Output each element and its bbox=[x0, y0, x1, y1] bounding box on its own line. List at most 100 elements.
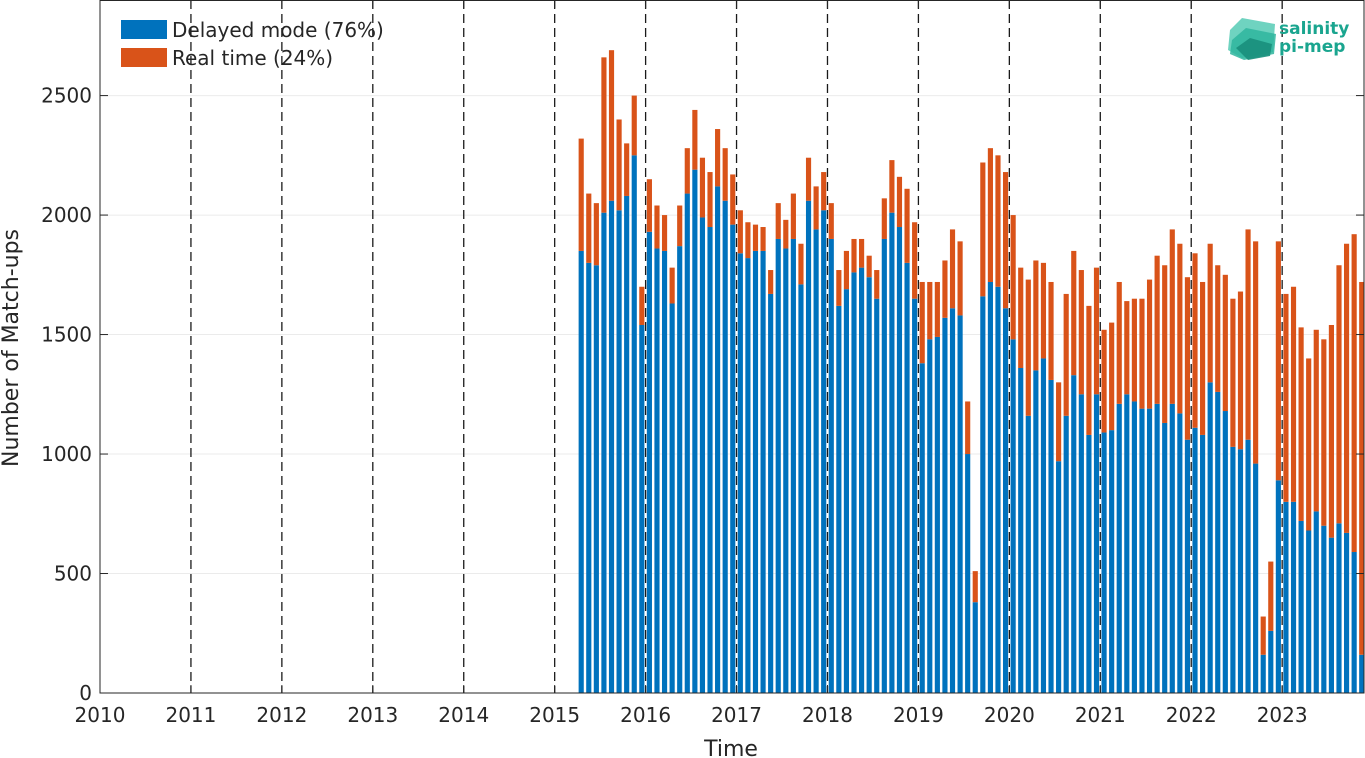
bar-delayed bbox=[1268, 630, 1274, 693]
bar-delayed bbox=[1351, 552, 1357, 693]
bar-delayed bbox=[608, 200, 615, 694]
bar-realtime bbox=[608, 50, 615, 201]
bar-delayed bbox=[1040, 358, 1047, 693]
bar-delayed bbox=[661, 250, 668, 693]
bar-delayed bbox=[737, 253, 743, 693]
x-tick-label: 2021 bbox=[1075, 703, 1126, 727]
bar-delayed bbox=[578, 250, 584, 693]
bar-delayed bbox=[1290, 501, 1297, 693]
bar-realtime bbox=[1101, 329, 1107, 433]
bar-realtime bbox=[783, 219, 789, 249]
bar-delayed bbox=[1253, 463, 1259, 693]
bar-realtime bbox=[1200, 281, 1206, 435]
bar-delayed bbox=[1184, 439, 1191, 693]
bar-realtime bbox=[1283, 293, 1289, 502]
bar-realtime bbox=[1321, 339, 1327, 526]
legend-swatch-realtime bbox=[121, 48, 167, 67]
bar-realtime bbox=[692, 109, 698, 170]
bar-delayed bbox=[677, 246, 683, 694]
bar-realtime bbox=[1207, 243, 1213, 383]
bar-realtime bbox=[1025, 279, 1031, 416]
bar-realtime bbox=[798, 243, 804, 285]
bar-delayed bbox=[934, 336, 940, 693]
bar-realtime bbox=[1328, 324, 1334, 538]
bar-realtime bbox=[1275, 241, 1281, 481]
bar-delayed bbox=[1139, 408, 1145, 693]
bar-delayed bbox=[859, 267, 865, 693]
bar-delayed bbox=[1063, 415, 1069, 693]
bar-delayed bbox=[624, 195, 630, 693]
bar-realtime bbox=[1245, 229, 1251, 440]
bar-realtime bbox=[775, 203, 781, 239]
bar-delayed bbox=[1359, 654, 1365, 693]
bar-realtime bbox=[1306, 358, 1312, 531]
bar-delayed bbox=[722, 200, 728, 694]
bar-realtime bbox=[866, 255, 872, 278]
bar-realtime bbox=[1268, 561, 1274, 631]
bar-realtime bbox=[768, 270, 774, 294]
logo-line1: salinity bbox=[1279, 19, 1349, 39]
bar-delayed bbox=[669, 303, 675, 693]
bar-realtime bbox=[987, 148, 993, 282]
bar-delayed bbox=[1215, 391, 1221, 693]
bar-realtime bbox=[1177, 243, 1183, 414]
x-tick-label: 2011 bbox=[165, 703, 216, 727]
bar-delayed bbox=[699, 217, 706, 693]
bar-realtime bbox=[1298, 327, 1304, 521]
plot-frame bbox=[99, 0, 1365, 694]
bar-delayed bbox=[1025, 415, 1031, 693]
bar-realtime bbox=[995, 155, 1001, 287]
bar-delayed bbox=[586, 262, 592, 693]
bar-delayed bbox=[654, 248, 660, 693]
bar-delayed bbox=[684, 193, 690, 693]
bar-delayed bbox=[828, 238, 834, 693]
bar-realtime bbox=[1109, 322, 1115, 431]
bar-delayed bbox=[1101, 432, 1107, 693]
bar-delayed bbox=[919, 363, 925, 693]
bar-realtime bbox=[1116, 281, 1122, 404]
bar-realtime bbox=[1290, 286, 1297, 502]
bar-realtime bbox=[745, 222, 751, 259]
bar-delayed bbox=[1260, 654, 1266, 693]
bar-delayed bbox=[1002, 308, 1009, 693]
wave-logo-icon bbox=[1228, 18, 1276, 60]
bar-delayed bbox=[1010, 339, 1016, 693]
bar-delayed bbox=[1343, 532, 1350, 693]
bar-delayed bbox=[851, 272, 857, 693]
bar-delayed bbox=[639, 324, 645, 693]
bar-delayed bbox=[805, 200, 812, 694]
bar-realtime bbox=[972, 571, 978, 603]
bar-realtime bbox=[1253, 241, 1259, 464]
bar-realtime bbox=[1230, 298, 1236, 447]
bar-realtime bbox=[980, 162, 986, 297]
x-tick-labels: 2010 2011 2012 2013 2014 2015 2016 2017 2018 2019… bbox=[75, 703, 1308, 727]
bar-delayed bbox=[1177, 413, 1183, 693]
bar-delayed bbox=[1169, 403, 1175, 693]
bar-realtime bbox=[624, 143, 630, 196]
bar-delayed bbox=[1018, 368, 1024, 693]
bar-delayed bbox=[896, 227, 903, 693]
bar-realtime bbox=[1154, 255, 1160, 404]
bar-delayed bbox=[927, 339, 933, 693]
bar-delayed bbox=[1336, 523, 1342, 693]
bar-realtime bbox=[836, 270, 842, 306]
bar-delayed bbox=[1230, 446, 1236, 693]
bar-delayed bbox=[972, 602, 978, 693]
bar-realtime bbox=[934, 281, 940, 337]
bar-realtime bbox=[1169, 229, 1175, 404]
bar-realtime bbox=[889, 160, 895, 213]
x-tick-label: 2017 bbox=[711, 703, 762, 727]
x-tick-label: 2022 bbox=[1166, 703, 1217, 727]
bar-realtime bbox=[790, 193, 796, 239]
logo-line2: pi-mep bbox=[1279, 37, 1345, 57]
bar-realtime bbox=[1010, 215, 1016, 340]
bar-delayed bbox=[1146, 408, 1153, 693]
bar-delayed bbox=[942, 317, 948, 693]
bar-realtime bbox=[1086, 305, 1092, 435]
bar-delayed bbox=[1298, 520, 1304, 693]
bar-delayed bbox=[631, 155, 637, 694]
bar-realtime bbox=[586, 193, 592, 263]
bar-delayed bbox=[1237, 449, 1244, 693]
bar-realtime bbox=[1063, 293, 1069, 416]
